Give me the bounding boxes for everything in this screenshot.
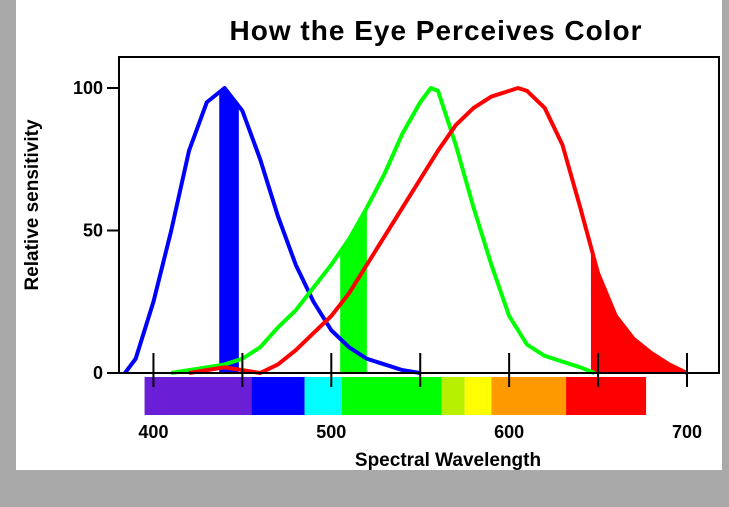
x-tick-label: 500 bbox=[316, 422, 346, 442]
y-tick-label: 100 bbox=[73, 78, 103, 98]
spectral-sensitivity-chart: How the Eye Perceives Color 400 500 600 700… bbox=[22, 15, 720, 470]
spectrum-segment bbox=[144, 377, 252, 415]
x-tick-label: 700 bbox=[672, 422, 702, 442]
highlight-band bbox=[590, 247, 687, 373]
spectrum-segment bbox=[464, 377, 492, 415]
spectrum-segment bbox=[341, 377, 442, 415]
series-line bbox=[123, 86, 421, 375]
spectrum-segment bbox=[491, 377, 567, 415]
x-axis-label: Spectral Wavelength bbox=[355, 450, 541, 470]
y-tick-label: 0 bbox=[93, 363, 103, 383]
y-axis-label: Relative sensitivity bbox=[22, 119, 43, 291]
spectrum-segment bbox=[566, 377, 647, 415]
series-line bbox=[188, 86, 688, 375]
x-tick-label: 400 bbox=[138, 422, 168, 442]
spectrum-segment bbox=[304, 377, 342, 415]
spectrum-segment bbox=[441, 377, 465, 415]
series-line bbox=[170, 86, 596, 375]
highlight-band bbox=[340, 207, 367, 373]
highlight-band bbox=[219, 88, 239, 373]
chart-title: How the Eye Perceives Color bbox=[230, 15, 643, 46]
x-tick-label: 600 bbox=[494, 422, 524, 442]
spectrum-segment bbox=[251, 377, 305, 415]
y-tick-label: 50 bbox=[83, 221, 103, 241]
chart-frame: How the Eye Perceives Color 400 500 600 700… bbox=[16, 0, 722, 470]
